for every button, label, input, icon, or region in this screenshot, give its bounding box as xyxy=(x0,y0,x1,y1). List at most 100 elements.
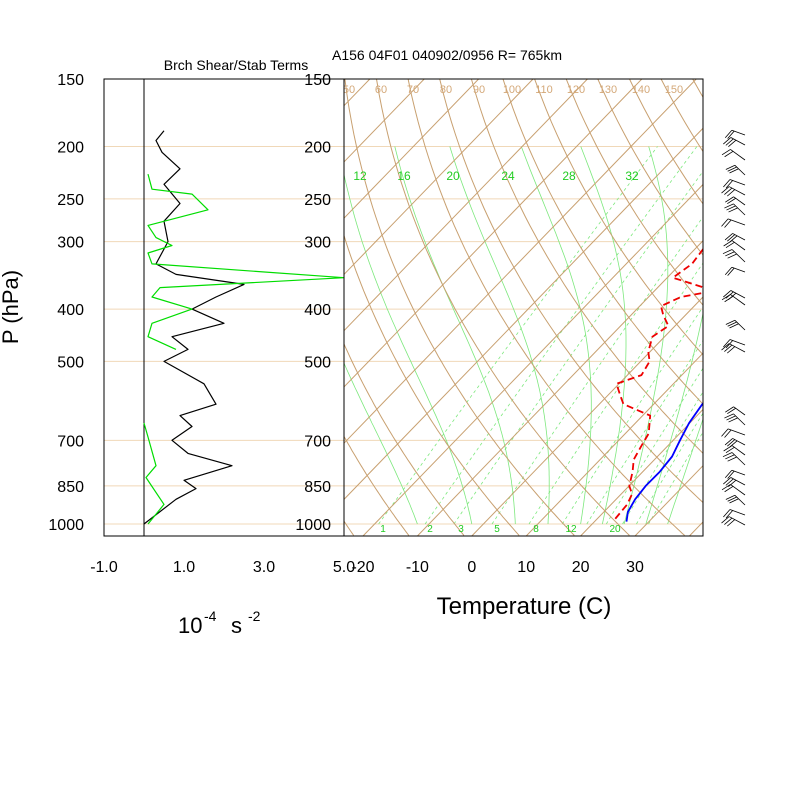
left-x-tick-label: 3.0 xyxy=(253,559,275,576)
wind-barb xyxy=(721,343,746,354)
dry-adiabat-line xyxy=(597,79,703,256)
wind-barb xyxy=(725,406,746,416)
wind-barb xyxy=(723,137,746,148)
mixing-ratio-label-top: 28 xyxy=(562,169,576,183)
wind-barb xyxy=(721,149,746,161)
mixing-ratio-label-bottom: 8 xyxy=(533,524,539,535)
mixing-ratio-line xyxy=(491,216,703,525)
moist-adiabat-line xyxy=(645,311,703,525)
y-axis-label: P (hPa) xyxy=(0,270,23,344)
isotherm-line xyxy=(344,79,697,444)
moist-adiabat-line xyxy=(344,172,473,525)
mixing-ratio-label-top: 16 xyxy=(397,169,411,183)
moist-adiabat-line xyxy=(449,146,550,525)
mixing-ratio-label-top: 24 xyxy=(501,169,515,183)
mixing-ratio-label-bottom: 20 xyxy=(609,524,621,535)
mixing-ratio-lines xyxy=(378,146,703,525)
skewt-y-tick-label: 300 xyxy=(304,235,331,252)
dry-adiabat-line xyxy=(534,79,703,356)
x-axis-label-unit: s xyxy=(231,613,242,638)
wind-barb xyxy=(721,516,746,527)
skewt-y-tick-label: 150 xyxy=(304,72,331,89)
left-series-line-2 xyxy=(143,422,165,525)
dry-adiabat-line xyxy=(470,79,703,454)
skewt-x-tick-labels: -20 -10 0 10 20 30 xyxy=(351,559,644,576)
isotherm-line xyxy=(417,240,703,536)
left-x-tick-label: 5.0 xyxy=(333,559,355,576)
wind-barb xyxy=(724,413,746,426)
left-y-tick-label: 700 xyxy=(57,433,84,450)
skewt-y-tick-label: 400 xyxy=(304,302,331,319)
skewt-y-tick-label: 250 xyxy=(304,192,331,209)
dry-adiabat-label: 110 xyxy=(535,84,553,96)
mixing-ratio-line xyxy=(648,431,703,525)
moist-adiabat-line xyxy=(394,146,516,525)
wind-barb xyxy=(723,477,746,488)
wind-barbs xyxy=(721,129,746,527)
dry-adiabat-label: 50 xyxy=(343,84,355,96)
dry-adiabat-label: 90 xyxy=(473,84,485,96)
dry-adiabat-label: 130 xyxy=(599,84,617,96)
dry-adiabat-line xyxy=(344,233,520,536)
mixing-ratio-line xyxy=(622,391,703,525)
isotherm-line xyxy=(362,183,703,536)
left-series-line-0 xyxy=(143,130,245,525)
wind-barb xyxy=(723,445,746,456)
left-x-tick-labels: -1.0 1.0 3.0 5.0 xyxy=(90,559,355,576)
mixing-ratio-line xyxy=(605,367,703,525)
isotherm-line xyxy=(344,79,643,388)
dewpoint-profile-line xyxy=(612,247,703,523)
dry-adiabat-lines xyxy=(344,79,703,536)
left-y-tick-label: 150 xyxy=(57,72,84,89)
dry-adiabat-label: 120 xyxy=(567,84,585,96)
wind-barb xyxy=(723,339,746,349)
wind-barb xyxy=(721,294,746,306)
dry-adiabat-label: 100 xyxy=(503,84,521,96)
wind-barb xyxy=(724,469,746,479)
wind-barb xyxy=(723,509,746,519)
x-axis-label-exponent: -4 xyxy=(204,608,217,624)
left-series-group xyxy=(143,130,345,525)
left-panel-title: Brch Shear/Stab Terms xyxy=(164,57,308,73)
left-y-tick-label: 850 xyxy=(57,479,84,496)
skewt-y-tick-label: 850 xyxy=(304,479,331,496)
dry-adiabat-label: 140 xyxy=(632,84,650,96)
dry-adiabat-line xyxy=(344,435,410,536)
wind-barb xyxy=(725,319,746,331)
dry-adiabat-line xyxy=(344,342,465,536)
wind-barb xyxy=(724,203,746,216)
mixing-ratio-label-bottom: 1 xyxy=(380,524,386,535)
wind-barb xyxy=(722,249,746,263)
dry-adiabat-line xyxy=(502,79,703,405)
wind-barb xyxy=(725,494,746,506)
wind-barb xyxy=(721,428,746,438)
wind-barb xyxy=(724,266,746,276)
skewt-x-tick-label: 10 xyxy=(517,559,535,576)
left-x-axis-label: 10 -4 s -2 xyxy=(178,608,261,638)
skewt-title: A156 04F01 040902/0956 R= 765km xyxy=(332,47,562,63)
wind-barb xyxy=(725,196,746,206)
temperature-profile-line xyxy=(625,401,703,522)
isotherm-line xyxy=(580,408,703,536)
moist-adiabat-line xyxy=(623,146,669,525)
left-y-tick-label: 400 xyxy=(57,302,84,319)
skewt-y-tick-label: 1000 xyxy=(295,517,331,534)
mixing-ratio-line xyxy=(378,146,658,525)
wind-barb xyxy=(725,164,746,176)
x-axis-label-base: 10 xyxy=(178,613,202,638)
wind-barb xyxy=(721,484,746,496)
skewt-x-tick-label: 30 xyxy=(626,559,644,576)
isotherm-line xyxy=(344,127,703,501)
mixing-ratio-label-bottom: 2 xyxy=(427,524,433,535)
skewt-x-tick-label: -10 xyxy=(406,559,429,576)
mixing-ratio-label-top: 12 xyxy=(353,169,367,183)
wind-barb xyxy=(723,179,746,189)
wind-barb xyxy=(721,218,746,228)
dry-adiabat-label: 70 xyxy=(407,84,419,96)
isotherm-line xyxy=(344,79,588,332)
x-axis-label-unit-exponent: -2 xyxy=(248,608,261,624)
dry-adiabat-line xyxy=(407,79,685,536)
